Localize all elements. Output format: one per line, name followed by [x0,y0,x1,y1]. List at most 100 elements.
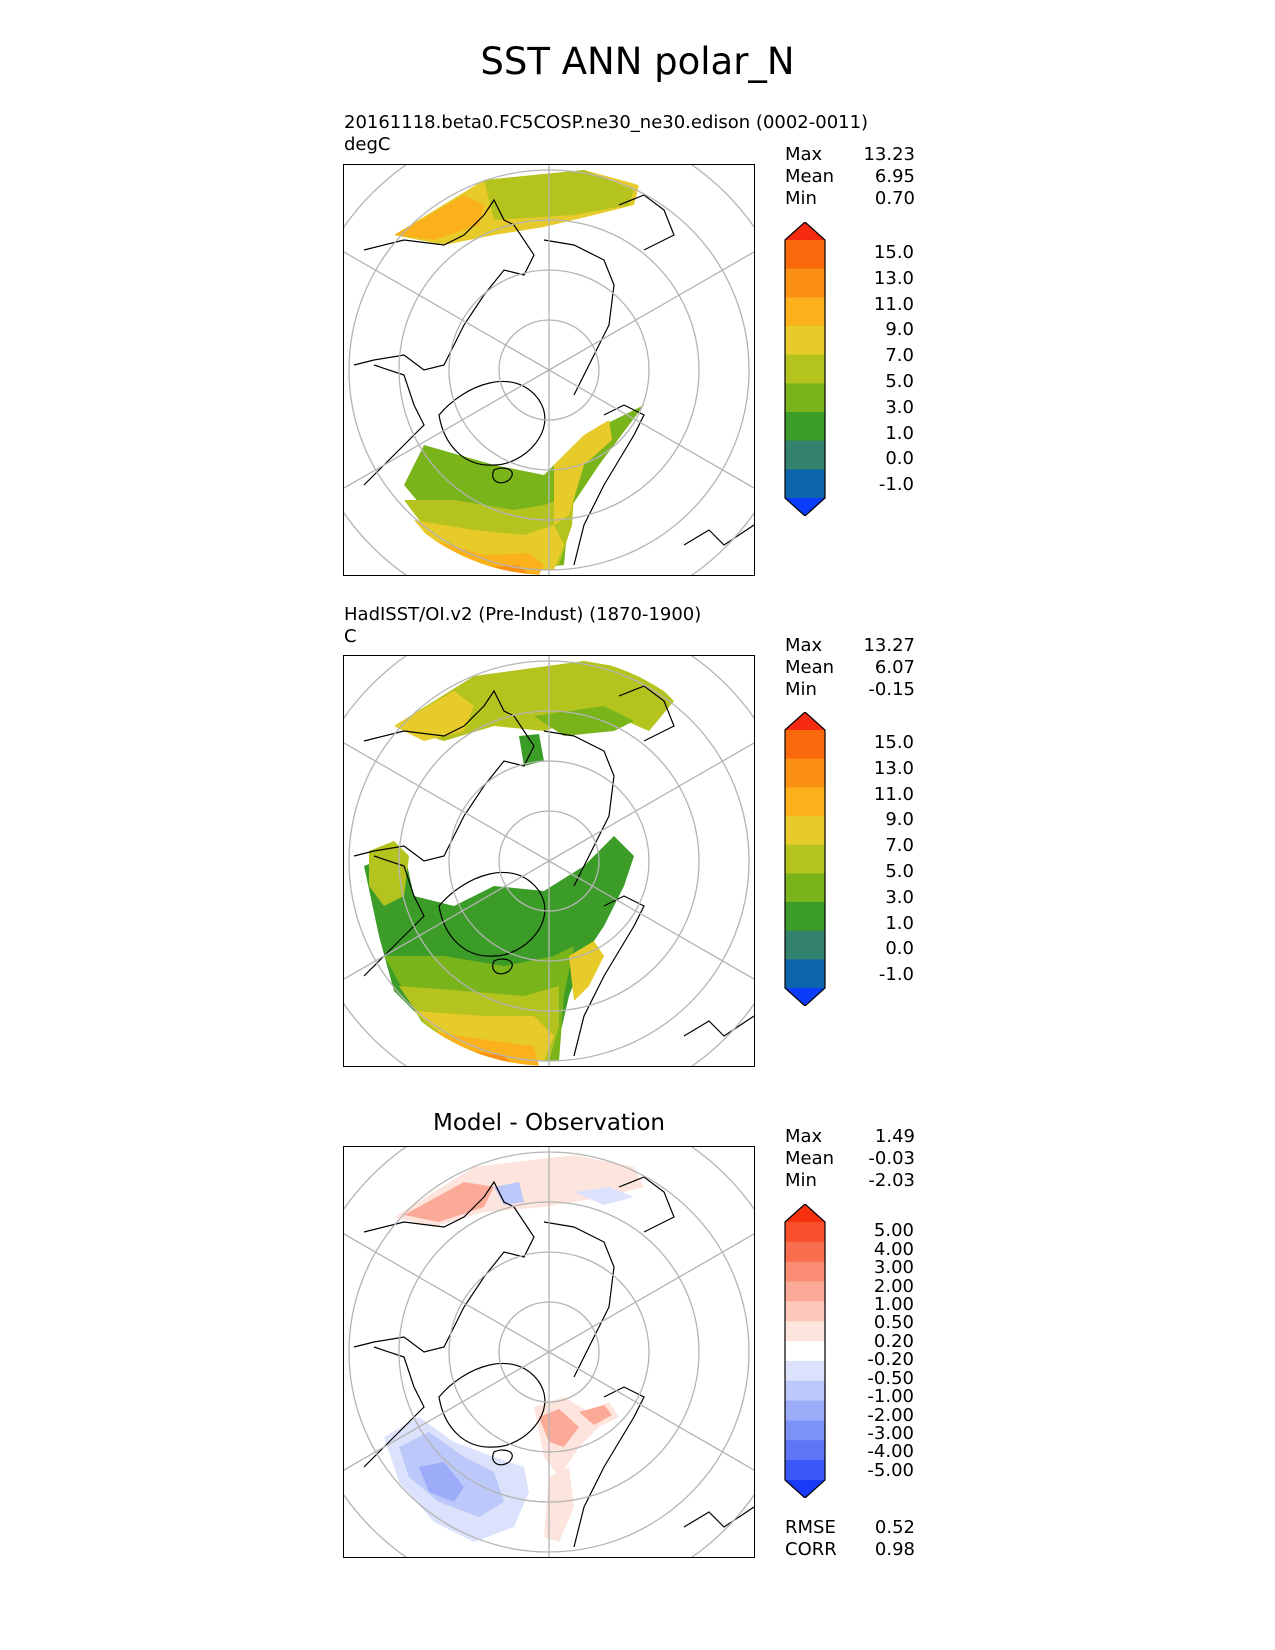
stat-label: Max [785,1126,823,1147]
colorbar-tick-label: 0.20 [873,1330,914,1352]
colorbar-segment [785,1341,825,1362]
panel-1-units: degC [344,134,391,155]
colorbar-segment [785,1460,825,1481]
colorbar-outline [784,222,826,516]
colorbar-tick-label: 5.00 [873,1220,914,1242]
colorbar-1: 15.0 13.0 11.0 9.0 7.0 5.0 3.0 1.0 0.0 -1.0 [784,222,924,516]
colorbar-outline [784,1204,826,1498]
sst-pacific-band [484,170,634,220]
colorbar-segment [785,1281,825,1302]
colorbar-tick-label: -1.0 [878,474,914,496]
colorbar-segment [785,240,825,270]
colorbar-tick-label: 1.00 [873,1293,914,1315]
coastlines [353,1176,754,1548]
colorbar-tick-label: 5.0 [885,370,914,392]
colorbar-tick-label: 1.0 [885,912,914,934]
colorbar-tick-label: -5.00 [867,1459,914,1481]
graticule [344,656,754,1066]
stat-label: Mean [785,166,835,187]
colorbar-tick-label: 0.0 [885,938,914,960]
colorbar-tick-label: 3.0 [885,396,914,418]
stat-label: Max [785,144,823,165]
metric-value: 0.52 [874,1517,915,1538]
stat-label: Max [785,635,823,656]
colorbar-svg [784,712,826,1006]
stat-value: 0.70 [874,188,915,209]
sst-pacific-band [394,691,474,741]
coastlines [353,194,754,566]
colorbar-segment [785,758,825,788]
figure-title: SST ANN polar_N [480,40,795,83]
colorbar-segment [785,268,825,298]
stat-value: 1.49 [874,1126,915,1147]
stat-value: 13.27 [863,635,915,656]
diff-pacific-cool [574,1187,634,1205]
colorbar-tick-label: -3.00 [867,1422,914,1444]
panel-1-subtitle: 20161118.beta0.FC5COSP.ne30_ne30.edison … [344,112,869,133]
colorbar-segment [785,1261,825,1283]
colorbar-segment [785,816,825,846]
colorbar-segment [785,354,825,384]
sst-norwegian-strip [554,420,612,525]
panel-2-stats: Max 13.27 Mean 6.07 Min -0.15 [785,635,915,701]
colorbar-tick-label: 13.0 [873,757,914,779]
colorbar-segment [785,440,825,470]
diff-atlantic-cool [419,1462,464,1502]
coastlines [353,685,754,1057]
colorbar-segment [785,1420,825,1441]
colorbar-tick-label: -0.50 [867,1367,914,1389]
colorbar-segment [785,902,825,932]
colorbar-segment [785,787,825,817]
panel-3-stats: Max 1.49 Mean -0.03 Min -2.03 [785,1126,915,1192]
sst-norwegian-strip [569,941,604,1001]
colorbar-tick-label: 15.0 [873,241,914,263]
colorbar-tick-label: 5.0 [885,860,914,882]
colorbar-tick-label: -2.00 [867,1404,914,1426]
colorbar-segment [785,412,825,442]
panel-2-units: C [344,626,357,647]
panel-1-stats: Max 13.23 Mean 6.95 Min 0.70 [785,144,915,210]
panel-3-title: Model - Observation [432,1110,666,1136]
stat-value: -2.03 [868,1170,915,1191]
stat-label: Mean [785,657,835,678]
colorbar-segment [785,959,825,989]
sst-atlantic-band [454,563,484,575]
colorbar-tick-label: 2.00 [873,1275,914,1297]
colorbar-segment [785,383,825,413]
diff-pacific-warm [404,1182,494,1222]
colorbar-tick-label: 11.0 [873,783,914,805]
colorbar-segment [785,297,825,327]
panel-2-subtitle: HadISST/OI.v2 (Pre-Indust) (1870-1900) [344,604,702,625]
colorbar-segment [785,930,825,960]
stat-value: 6.95 [874,166,915,187]
colorbar-segment [785,988,825,1006]
colorbar-tick-label: 7.0 [885,345,914,367]
colorbar-segment [785,1380,825,1402]
colorbar-segment [785,1204,825,1222]
colorbar-svg [784,1204,826,1498]
colorbar-svg [784,222,826,516]
colorbar-tick-label: 3.0 [885,886,914,908]
map-2-svg [344,656,754,1066]
colorbar-tick-label: -0.20 [867,1349,914,1371]
map-3-svg [344,1147,754,1557]
colorbar-tick-label: 7.0 [885,835,914,857]
map-1-svg [344,165,754,575]
colorbar-tick-label: 9.0 [885,319,914,341]
map-panel-2 [343,655,755,1067]
stat-value: -0.03 [868,1148,915,1169]
stat-value: -0.15 [868,679,915,700]
metric-label: CORR [785,1539,837,1560]
colorbar-2: 15.0 13.0 11.0 9.0 7.0 5.0 3.0 1.0 0.0 -1.0 [784,712,924,1006]
colorbar-segment [785,1301,825,1322]
colorbar-segment [785,844,825,874]
colorbar-segment [785,498,825,516]
colorbar-segment [785,1222,825,1243]
colorbar-tick-label: -4.00 [867,1441,914,1463]
diff-norwegian-warm [544,1467,574,1542]
colorbar-segment [785,469,825,499]
colorbar-tick-label: 11.0 [873,293,914,315]
colorbar-tick-label: 15.0 [873,731,914,753]
stat-label: Min [785,1170,817,1191]
stat-label: Min [785,679,817,700]
